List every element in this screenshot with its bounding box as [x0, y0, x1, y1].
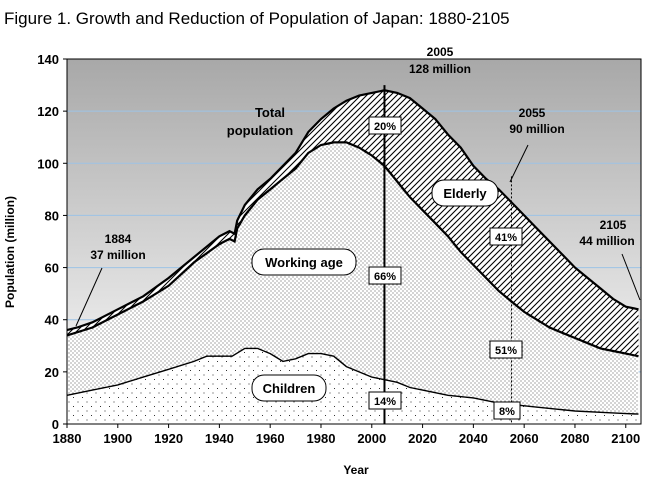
x-tick-label: 1880 — [53, 431, 82, 446]
elderly-area — [67, 90, 639, 357]
pct-2005-children: 14% — [368, 391, 402, 410]
chart-title: Figure 1. Growth and Reduction of Popula… — [4, 9, 510, 28]
x-tick-label: 2020 — [408, 431, 437, 446]
y-tick-label: 140 — [37, 52, 59, 67]
x-tick-label: 2060 — [510, 431, 539, 446]
x-tick-label: 1900 — [103, 431, 132, 446]
annotation-2055-value: 90 million — [509, 122, 564, 136]
x-tick-label: 2040 — [459, 431, 488, 446]
x-tick-label: 1980 — [307, 431, 336, 446]
annotation-leader-2055 — [509, 144, 529, 183]
annotation-1884-value: 37 million — [90, 248, 145, 262]
children-label: Children — [251, 374, 327, 402]
y-axis: 0 20 40 60 80 100 120 140 — [37, 52, 67, 432]
working-age-line — [66, 141, 639, 358]
annotation-2055-year: 2055 — [519, 106, 546, 120]
x-tick-label: 2100 — [611, 431, 640, 446]
elderly-label: Elderly — [431, 179, 499, 207]
pct-2055-children: 8% — [493, 401, 521, 420]
pct-2005-elderly: 20% — [368, 116, 402, 135]
svg-text:41%: 41% — [495, 232, 517, 244]
children-label-text: Children — [263, 381, 316, 396]
x-tick-label: 1940 — [205, 431, 234, 446]
annotation-2005-value: 128 million — [409, 62, 471, 76]
y-axis-label: Population (million) — [3, 196, 17, 308]
y-tick-label: 40 — [45, 313, 59, 328]
plot-frame — [66, 58, 642, 425]
y-tick-label: 0 — [52, 417, 59, 432]
y-tick-label: 100 — [37, 156, 59, 171]
y-tick-label: 60 — [45, 261, 59, 276]
x-axis-label: Year — [343, 463, 369, 477]
pct-2055-working: 51% — [489, 340, 523, 359]
x-axis: 1880 1900 1920 1940 1960 1980 2000 2020 2040 2060… — [53, 424, 640, 446]
svg-text:8%: 8% — [499, 406, 515, 418]
total-population-label-line1: Total — [255, 105, 285, 120]
total-population-line — [66, 89, 639, 332]
x-tick-label: 1920 — [154, 431, 183, 446]
x-tick-label: 1960 — [256, 431, 285, 446]
y-tick-label: 80 — [45, 208, 59, 223]
working-age-label: Working age — [251, 248, 357, 276]
x-tick-label: 2000 — [357, 431, 386, 446]
annotation-1884-year: 1884 — [105, 232, 132, 246]
annotation-2105-value: 44 million — [579, 234, 634, 248]
annotation-leader-1884 — [75, 267, 103, 327]
x-tick-label: 2080 — [561, 431, 590, 446]
svg-text:66%: 66% — [374, 271, 396, 283]
annotation-2105-year: 2105 — [600, 218, 627, 232]
annotation-leader-2105 — [621, 253, 641, 301]
y-tick-label: 20 — [45, 365, 59, 380]
svg-text:14%: 14% — [374, 396, 396, 408]
annotation-2005-year: 2005 — [427, 45, 454, 59]
elderly-label-text: Elderly — [443, 186, 487, 201]
svg-text:20%: 20% — [374, 121, 396, 133]
svg-text:51%: 51% — [495, 345, 517, 357]
y-tick-label: 120 — [37, 104, 59, 119]
pct-2055-elderly: 41% — [489, 227, 523, 246]
total-population-label-line2: population — [227, 123, 293, 138]
pct-2005-working: 66% — [368, 266, 402, 285]
working-age-label-text: Working age — [265, 255, 343, 270]
